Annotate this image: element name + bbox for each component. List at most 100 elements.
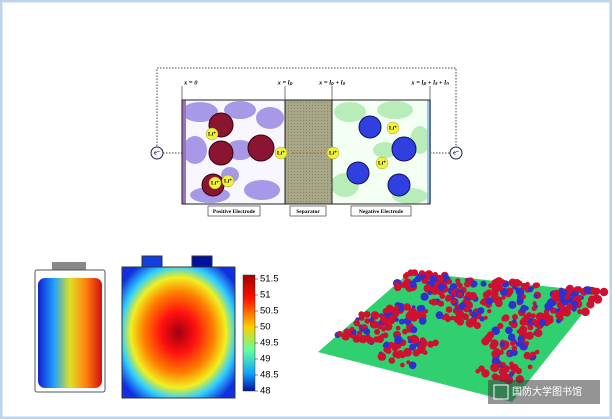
surface-dot <box>400 362 405 368</box>
lower-panels: 国防大学图书馆 <box>34 255 609 404</box>
surface-dot <box>385 348 392 354</box>
surface-dot <box>502 314 510 322</box>
surface-dot <box>517 335 524 342</box>
surface-dot <box>473 321 481 330</box>
surface-dot <box>363 311 371 318</box>
surface-dot <box>512 319 517 324</box>
colorbar-label: 50 <box>260 322 271 333</box>
surface-dot <box>600 290 607 296</box>
surface-dot <box>505 326 513 335</box>
surface-dot <box>402 273 409 279</box>
surface-dot <box>437 300 445 307</box>
region-box <box>207 205 261 217</box>
surface-dot <box>551 293 561 302</box>
surface-dot <box>420 292 429 301</box>
surface-dot <box>391 306 399 315</box>
surface-dot <box>435 311 444 320</box>
surface-dot <box>479 316 485 322</box>
surface-dot <box>534 282 540 288</box>
surface-dot <box>500 279 506 284</box>
surface-dot <box>370 320 378 328</box>
surface-dot <box>491 279 498 286</box>
surface-dot <box>586 300 595 309</box>
surface-dot <box>336 330 343 337</box>
surface-dot <box>510 363 519 373</box>
surface-dot <box>512 314 518 320</box>
ion-label: Li⁺ <box>389 124 397 131</box>
position-label: x = 0 <box>183 79 198 86</box>
surface-dot <box>486 331 495 339</box>
surface-dot <box>358 315 365 321</box>
surface-dot <box>399 318 405 325</box>
tab <box>141 255 163 269</box>
surface-dot <box>525 281 530 287</box>
surface-dot <box>405 311 415 321</box>
surface-dot <box>483 315 488 320</box>
surface-dot <box>497 285 504 292</box>
surface-dot <box>581 307 590 317</box>
surface-dot <box>511 345 517 351</box>
ion <box>221 174 235 188</box>
surface-dot <box>485 289 493 297</box>
ion <box>326 146 340 160</box>
surface-dot <box>555 311 564 320</box>
ion-label: Li⁺ <box>378 159 386 166</box>
surface-dot <box>491 326 501 336</box>
surface-dot <box>427 290 433 296</box>
surface-dot <box>452 298 457 304</box>
cell-outline <box>181 99 431 205</box>
surface-dot <box>508 321 514 326</box>
ion <box>274 146 288 160</box>
surface-dot <box>566 303 574 310</box>
ion <box>208 176 222 190</box>
electron <box>449 146 463 160</box>
surface-dot <box>418 311 423 316</box>
surface-dot <box>439 293 446 299</box>
surface-dot <box>571 300 579 308</box>
surface-dot <box>519 325 528 334</box>
tab <box>191 255 213 269</box>
surface-dot <box>533 294 538 299</box>
surface-dot <box>429 275 438 284</box>
surface-dot <box>508 278 517 287</box>
surface-dot <box>427 340 434 348</box>
surface-dot <box>531 318 537 324</box>
surface-dot <box>490 363 500 373</box>
surface-dot <box>446 278 453 285</box>
region-label: Positive Electrode <box>213 209 256 215</box>
surface-dot <box>481 370 488 378</box>
surface-dot <box>437 283 446 291</box>
surface-dot <box>558 290 567 299</box>
surface-dot <box>465 318 475 328</box>
position-label: x = lₚ <box>277 79 293 86</box>
surface-dot <box>534 328 543 338</box>
surface-dot <box>573 286 580 293</box>
surface-dot <box>374 328 381 335</box>
surface-dot <box>417 346 425 354</box>
cell-cap <box>52 262 86 270</box>
surface-dot <box>356 330 363 336</box>
ion <box>205 127 219 141</box>
surface-dot <box>403 303 411 311</box>
watermark-bg <box>488 380 600 404</box>
surface-dot <box>370 311 380 320</box>
surface-dot <box>521 294 526 300</box>
current-collector <box>427 100 431 204</box>
surface-dot <box>500 289 507 296</box>
surface-dot <box>369 317 375 323</box>
surface-dot <box>419 337 426 344</box>
surface-dot <box>491 373 499 381</box>
surface-dot <box>395 325 401 331</box>
surface-dot <box>341 331 351 341</box>
ion-label: Li⁺ <box>224 177 232 184</box>
surface-dot <box>478 365 485 372</box>
surface-dot <box>490 339 499 348</box>
surface-dot <box>350 333 355 339</box>
surface-dot <box>491 350 499 358</box>
cylinder-temperature <box>38 278 102 388</box>
ion-label: Li⁺ <box>329 149 337 156</box>
watermark: 国防大学图书馆 <box>512 385 582 398</box>
surface-dot <box>481 337 490 346</box>
ion-label: Li⁺ <box>211 179 219 186</box>
surface-dot <box>382 332 389 339</box>
